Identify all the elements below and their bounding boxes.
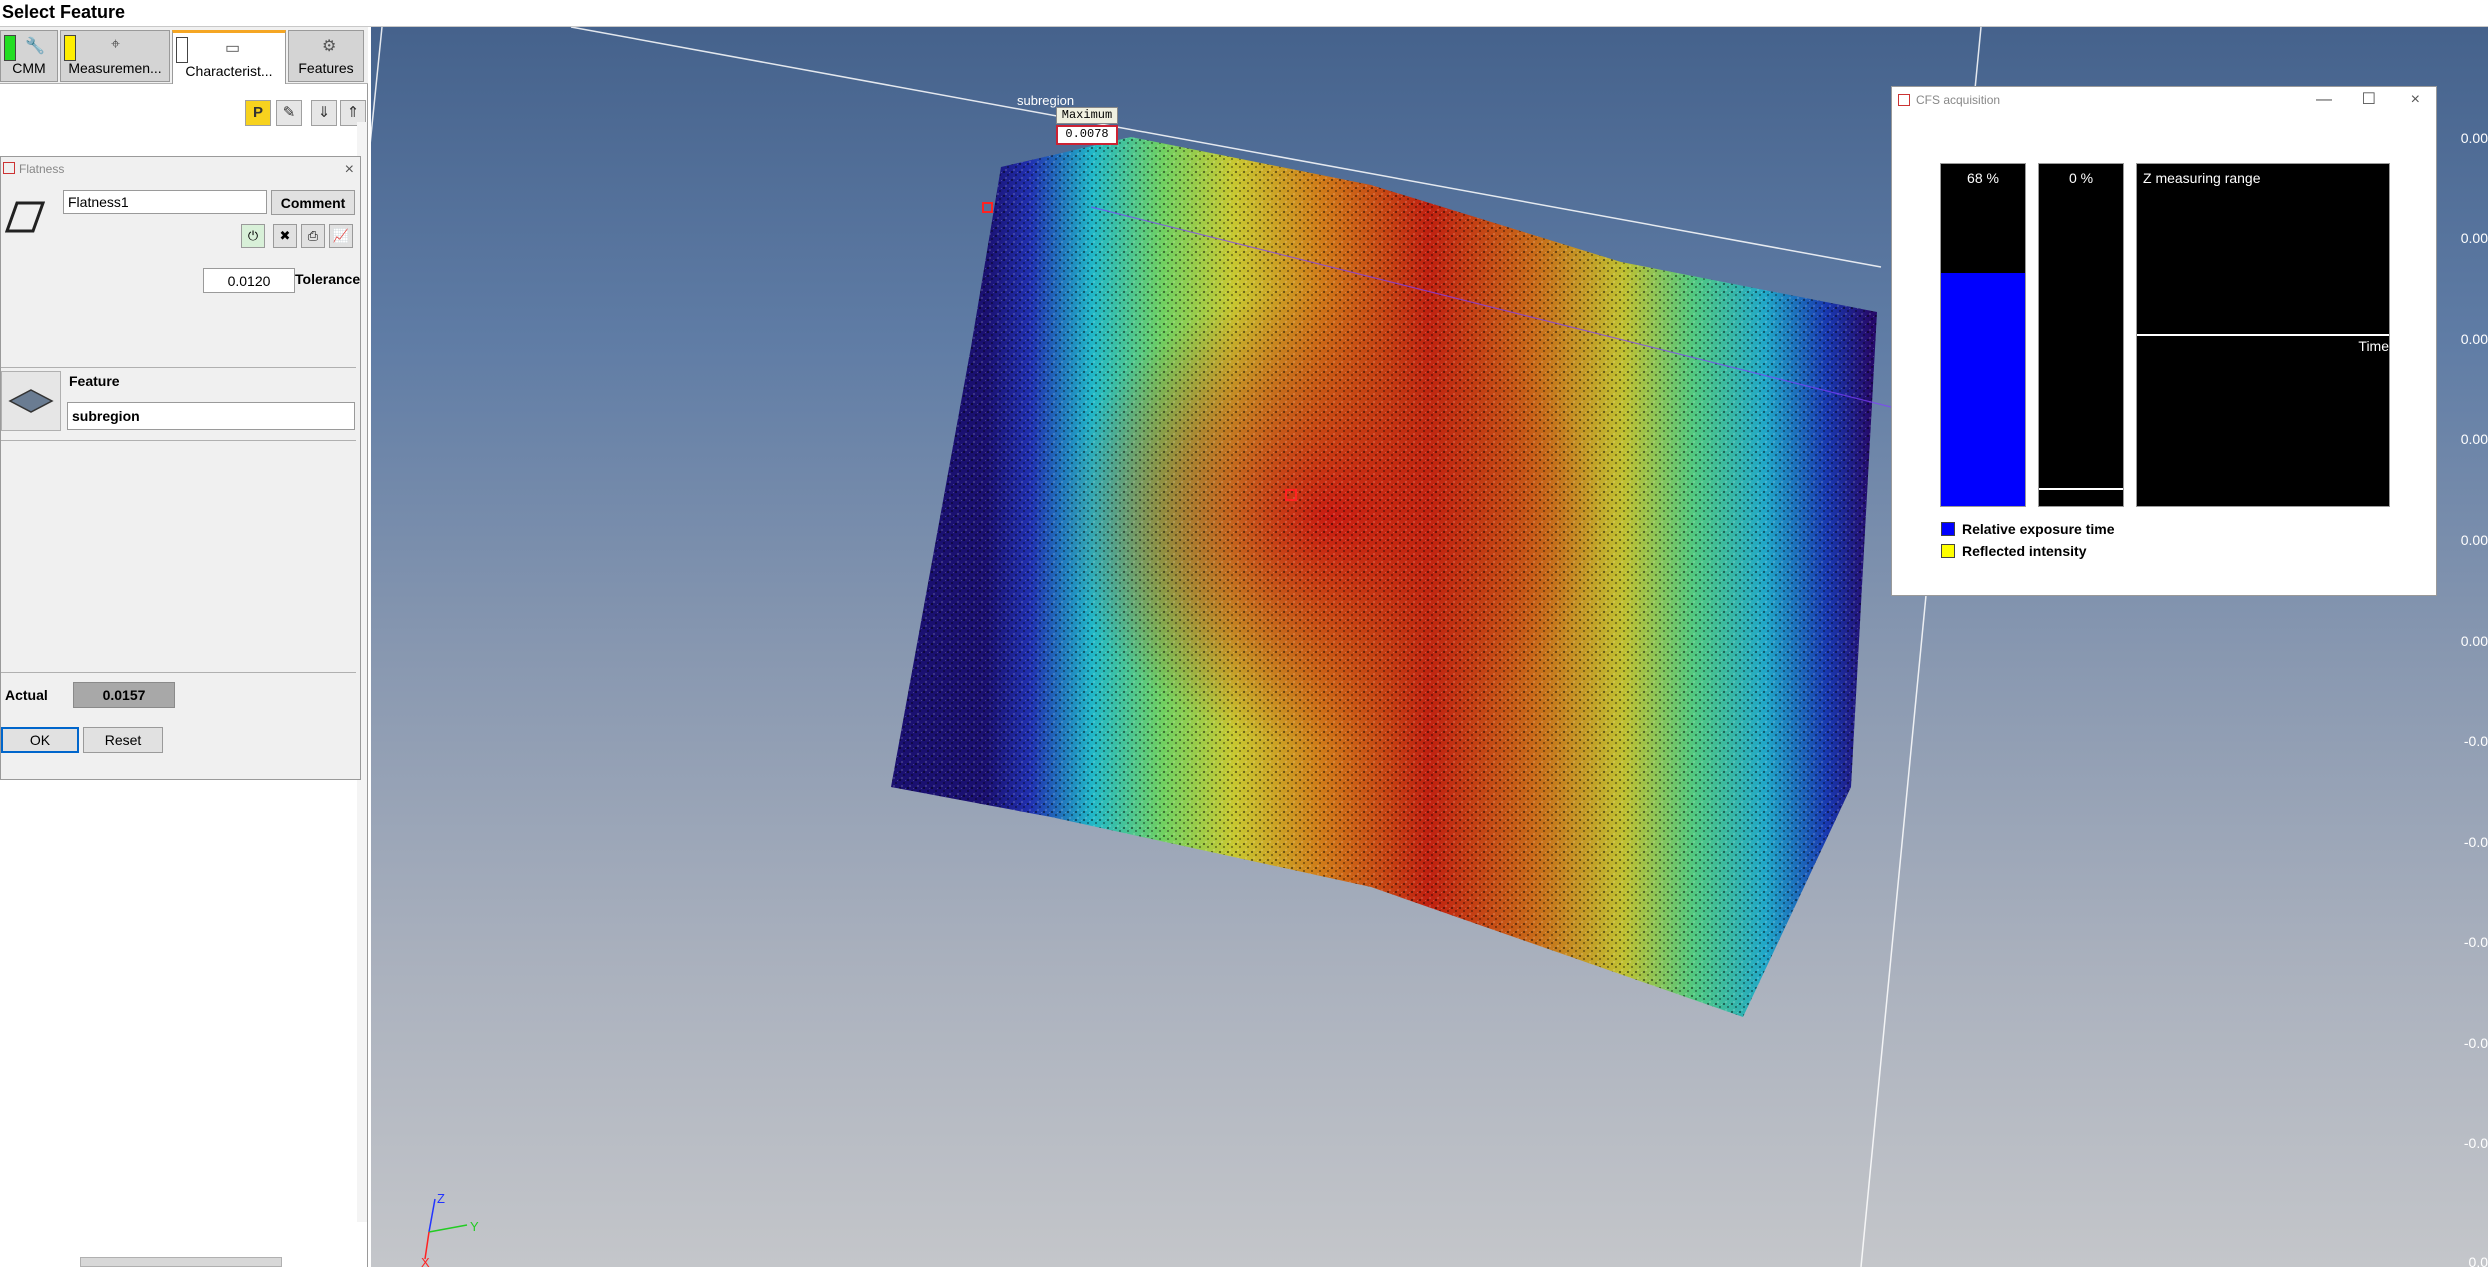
legend-swatch-intensity (1941, 544, 1955, 558)
scale-label: -0.0 (2463, 934, 2488, 950)
legend-label-intensity: Reflected intensity (1962, 543, 2087, 559)
exposure-time-panel: 68 % (1940, 163, 2026, 507)
tab-features[interactable]: ⚙ Features (288, 30, 364, 82)
scale-label: -0.0 (2463, 1135, 2488, 1151)
axis-label-z: Z (437, 1191, 445, 1206)
tab-label: Features (298, 60, 354, 76)
scale-label: -0.0 (2463, 834, 2488, 850)
close-icon[interactable]: × (2410, 91, 2420, 108)
scale-label: 0.00 (2460, 230, 2488, 246)
cfs-title-bar: CFS acquisition — ☐ × (1892, 87, 2436, 113)
scale-label: -0.0 (2463, 733, 2488, 749)
scale-label: 0.00 (2460, 331, 2488, 347)
scale-label: 0.00 (2460, 130, 2488, 146)
z-range-panel: Z measuring range Time (2136, 163, 2390, 507)
z-position-line (2137, 334, 2389, 336)
characteristic-name-input[interactable] (63, 190, 267, 214)
cfs-title: CFS acquisition (1916, 93, 2001, 107)
close-icon[interactable]: × (344, 161, 354, 178)
move-down-button[interactable]: ⇓ (311, 100, 337, 126)
edit-button[interactable]: ✎ (276, 100, 302, 126)
minimize-icon[interactable]: — (2316, 91, 2332, 108)
feature-icon-box[interactable] (1, 371, 61, 431)
separator (1, 672, 356, 673)
reflected-intensity-percent: 0 % (2068, 170, 2094, 186)
tab-measurement[interactable]: ⌖ Measuremen... (60, 30, 170, 82)
features-icon: ⚙ (322, 38, 337, 55)
subregion-label: subregion (1017, 93, 1075, 108)
delete-feature-icon[interactable]: ✖ (273, 224, 297, 248)
ok-button[interactable]: OK (1, 727, 79, 753)
arrow-up-icon: ⇑ (346, 104, 360, 121)
separator (1, 367, 356, 368)
tab-label: CMM (12, 60, 46, 76)
cfs-acquisition-window: CFS acquisition — ☐ × 68 % 0 % Z measuri… (1891, 86, 2437, 596)
exposure-time-percent: 68 % (1967, 170, 1999, 186)
wrench-icon: 🔧 (25, 38, 45, 55)
p-label: P (252, 104, 263, 121)
actual-value: 0.0157 (73, 682, 175, 708)
feature-input[interactable] (67, 402, 355, 430)
tab-cmm[interactable]: 🔧 CMM (0, 30, 58, 82)
probe-icon: ⌖ (111, 36, 121, 53)
feature-label: Feature (69, 373, 120, 389)
print-icon[interactable]: ⎙ (301, 224, 325, 248)
axis-label-y: Y (470, 1219, 479, 1234)
scale-label: 0.00 (2460, 633, 2488, 649)
arrow-down-icon: ⇓ (317, 104, 331, 121)
z-range-label: Z measuring range (2143, 170, 2261, 186)
flatness-dialog: Flatness × Comment ⏻ ✖ ⎙ 📈 Tolerance Fea… (0, 156, 361, 780)
axis-label-x: X (421, 1255, 430, 1267)
scale-label: 0.00 (2460, 532, 2488, 548)
scale-label: 0.00 (2460, 431, 2488, 447)
maximum-label: Maximum (1056, 107, 1118, 124)
time-label: Time (2358, 338, 2389, 354)
left-pane: 🔧 CMM ⌖ Measuremen... ▭ Characterist... … (0, 27, 368, 1267)
intensity-threshold-line (2039, 488, 2123, 490)
reflected-intensity-panel: 0 % (2038, 163, 2124, 507)
separator (1, 440, 356, 441)
viewport-canvas: Z Y X (371, 27, 1982, 1267)
scale-label: -0.0 (2463, 1035, 2488, 1051)
move-up-button[interactable]: ⇑ (340, 100, 366, 126)
app-window-icon (1898, 94, 1910, 106)
tab-characteristics[interactable]: ▭ Characterist... (172, 30, 286, 84)
scale-label: 0.0 (2468, 1254, 2488, 1267)
tab-bar: 🔧 CMM ⌖ Measuremen... ▭ Characterist... … (0, 27, 368, 84)
pencil-icon: ✎ (282, 104, 296, 121)
pane-horizontal-scrollbar[interactable] (80, 1257, 282, 1267)
measurement-status-swatch (64, 35, 76, 61)
flatness-title-bar: Flatness × (1, 157, 360, 182)
tolerance-input[interactable] (203, 268, 295, 293)
chart-icon[interactable]: 📈 (329, 224, 353, 248)
activate-icon[interactable]: ⏻ (241, 224, 265, 248)
maximize-icon[interactable]: ☐ (2361, 91, 2376, 108)
flatness-title: Flatness (19, 162, 65, 176)
tab-label: Characterist... (185, 63, 273, 79)
pane-scrollbar[interactable] (357, 122, 367, 1222)
pane-toolbar: P ✎ ⇓ ⇑ (0, 100, 368, 132)
comment-button[interactable]: Comment (271, 190, 355, 215)
flatness-symbol-icon (5, 201, 45, 233)
actual-label: Actual (5, 687, 48, 703)
exposure-time-bar (1941, 273, 2025, 506)
maximum-value: 0.0078 (1056, 125, 1118, 145)
p-button[interactable]: P (245, 100, 271, 126)
characteristics-status-swatch (176, 37, 188, 63)
characteristic-icon: ▭ (225, 40, 241, 57)
app-window-icon (3, 162, 15, 174)
legend-label-exposure: Relative exposure time (1962, 521, 2115, 537)
tolerance-label: Tolerance (295, 271, 361, 287)
plane-feature-icon (8, 389, 54, 413)
tab-label: Measuremen... (68, 60, 162, 76)
cmm-status-swatch (4, 35, 16, 61)
legend-swatch-exposure (1941, 522, 1955, 536)
app-title: Select Feature (0, 0, 2488, 27)
reset-button[interactable]: Reset (83, 727, 163, 753)
